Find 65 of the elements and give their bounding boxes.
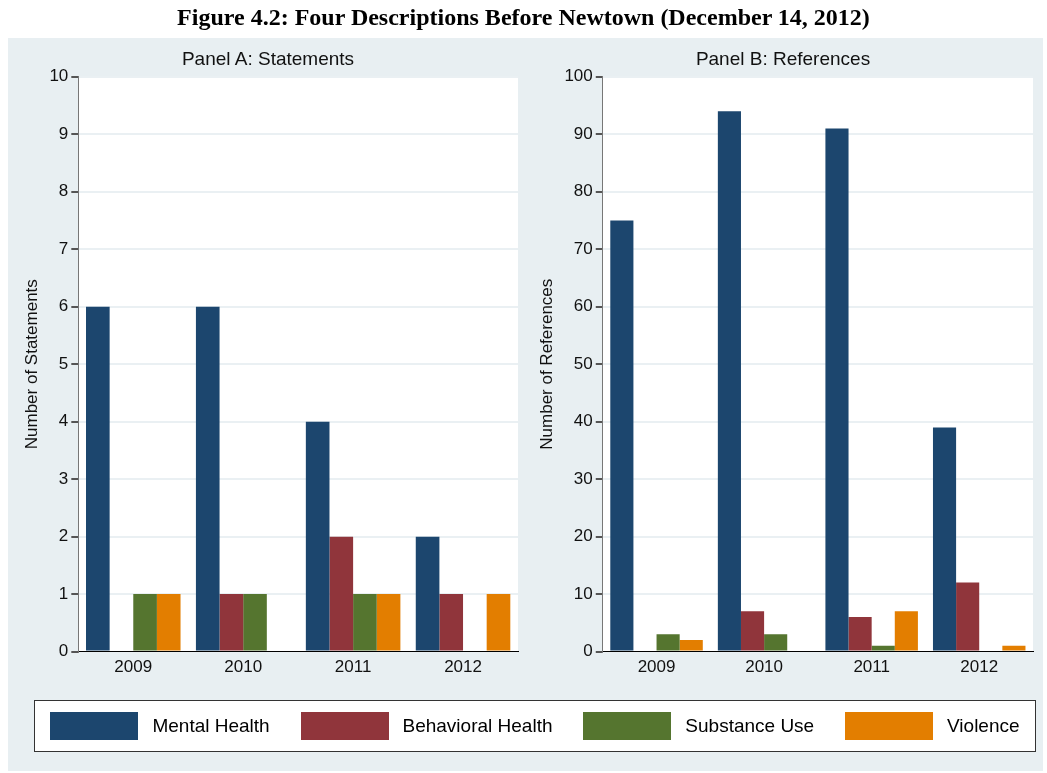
y-tick-label: 8 xyxy=(58,181,69,201)
y-tick-label: 70 xyxy=(573,238,593,258)
y-tick-label: 9 xyxy=(58,123,69,143)
bar xyxy=(764,634,788,651)
legend-label: Substance Use xyxy=(685,715,815,737)
y-tick-label: 2 xyxy=(58,526,69,546)
chart-title: Panel A: Statements xyxy=(181,47,355,69)
bar xyxy=(1002,645,1026,651)
bar xyxy=(894,611,918,651)
bar xyxy=(740,611,765,651)
x-tick-label: 2011 xyxy=(853,657,890,677)
bar xyxy=(656,634,680,651)
bar xyxy=(329,536,354,651)
legend-label: Violence xyxy=(947,715,1020,737)
y-tick-label: 80 xyxy=(573,181,593,201)
y-tick-label: 90 xyxy=(573,123,593,143)
y-tick-label: 4 xyxy=(58,411,69,431)
y-tick-label: 7 xyxy=(58,238,69,258)
x-tick-label: 2009 xyxy=(637,657,676,677)
bar xyxy=(305,421,330,651)
caption: Figure 4.2: Four Descriptions Before Newtown (December 14, 2012) xyxy=(176,3,871,32)
y-tick-label: 0 xyxy=(583,641,593,661)
x-tick-label: 2012 xyxy=(960,657,999,677)
bar xyxy=(932,427,957,651)
x-tick-label: 2012 xyxy=(444,657,482,677)
y-tick-label: 60 xyxy=(573,296,593,316)
bar xyxy=(439,594,464,651)
bar xyxy=(415,536,440,651)
x-tick-label: 2010 xyxy=(745,657,784,677)
bar xyxy=(86,306,110,651)
y-tick-label: 40 xyxy=(573,411,593,431)
bar xyxy=(717,111,741,651)
y-tick-label: 10 xyxy=(573,583,593,603)
x-tick-label: 2010 xyxy=(224,657,263,677)
bar xyxy=(848,617,872,651)
bar xyxy=(825,128,849,651)
bar xyxy=(956,582,980,651)
y-tick-label: 100 xyxy=(564,66,593,86)
y-tick-label: 20 xyxy=(573,526,593,546)
y-tick-label: 1 xyxy=(58,583,69,603)
y-axis-title: Number of Statements xyxy=(21,279,41,450)
y-tick-label: 0 xyxy=(58,641,69,661)
bar xyxy=(486,594,511,651)
y-tick-label: 30 xyxy=(573,468,593,488)
bar xyxy=(243,594,267,651)
x-tick-label: 2011 xyxy=(334,657,372,677)
bar xyxy=(133,594,157,651)
y-tick-label: 3 xyxy=(58,468,69,488)
y-tick-label: 5 xyxy=(58,353,69,373)
bar xyxy=(219,594,244,651)
y-tick-label: 50 xyxy=(573,353,593,373)
y-tick-label: 10 xyxy=(49,66,69,86)
bar xyxy=(871,645,895,651)
bar xyxy=(195,306,220,651)
legend-label: Mental Health xyxy=(152,715,270,737)
bar xyxy=(376,594,401,651)
bar xyxy=(156,594,181,651)
bar xyxy=(610,220,634,651)
bar xyxy=(679,640,703,651)
legend-label: Behavioral Health xyxy=(402,715,553,737)
bar xyxy=(353,594,377,651)
x-tick-label: 2009 xyxy=(114,657,153,677)
y-axis-title: Number of References xyxy=(536,278,556,450)
chart-title: Panel B: References xyxy=(695,47,871,69)
y-tick-label: 6 xyxy=(58,296,69,316)
